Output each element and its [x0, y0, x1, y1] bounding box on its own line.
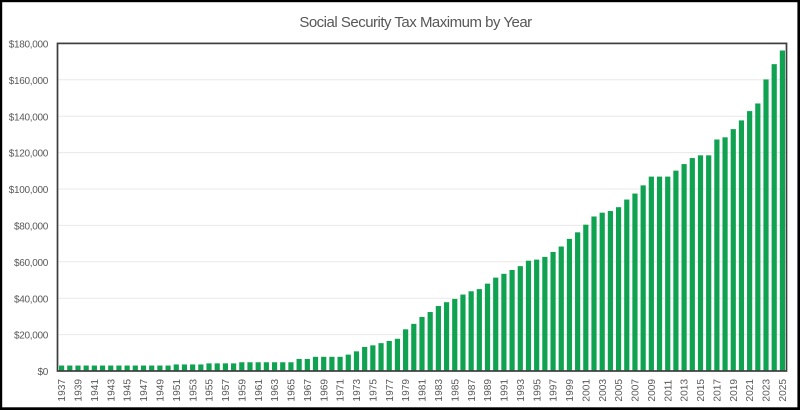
svg-text:1983: 1983 — [434, 379, 445, 402]
svg-text:$140,000: $140,000 — [9, 112, 49, 123]
svg-text:1967: 1967 — [303, 379, 314, 402]
svg-text:1939: 1939 — [74, 379, 85, 402]
svg-text:1971: 1971 — [336, 379, 347, 402]
svg-text:$180,000: $180,000 — [9, 40, 49, 51]
svg-text:2001: 2001 — [581, 379, 592, 402]
svg-text:1963: 1963 — [270, 379, 281, 402]
svg-text:1945: 1945 — [123, 379, 134, 402]
svg-text:1959: 1959 — [237, 379, 248, 402]
svg-text:2013: 2013 — [680, 379, 691, 402]
svg-text:1941: 1941 — [90, 379, 101, 402]
svg-text:2017: 2017 — [712, 379, 723, 402]
svg-text:2021: 2021 — [745, 379, 756, 402]
svg-text:1955: 1955 — [205, 379, 216, 402]
svg-text:1991: 1991 — [500, 379, 511, 402]
svg-text:2007: 2007 — [631, 379, 642, 402]
svg-text:1957: 1957 — [221, 379, 232, 402]
svg-text:$40,000: $40,000 — [14, 294, 49, 305]
svg-text:$60,000: $60,000 — [14, 258, 49, 269]
svg-text:1951: 1951 — [172, 379, 183, 402]
svg-text:1947: 1947 — [139, 379, 150, 402]
svg-text:$0: $0 — [37, 367, 48, 378]
svg-text:1937: 1937 — [57, 379, 68, 402]
svg-text:1987: 1987 — [467, 379, 478, 402]
svg-text:1993: 1993 — [516, 379, 527, 402]
svg-text:1965: 1965 — [287, 379, 298, 402]
svg-text:2009: 2009 — [647, 379, 658, 402]
svg-text:1985: 1985 — [450, 379, 461, 402]
svg-text:1953: 1953 — [188, 379, 199, 402]
svg-text:$100,000: $100,000 — [9, 185, 49, 196]
svg-text:1975: 1975 — [368, 379, 379, 402]
svg-text:$80,000: $80,000 — [14, 222, 49, 233]
svg-text:$120,000: $120,000 — [9, 149, 49, 160]
svg-text:2011: 2011 — [663, 379, 674, 401]
svg-text:2019: 2019 — [729, 379, 740, 402]
svg-text:1981: 1981 — [418, 379, 429, 402]
svg-text:1989: 1989 — [483, 379, 494, 402]
svg-text:2003: 2003 — [598, 379, 609, 402]
svg-text:2005: 2005 — [614, 379, 625, 402]
svg-text:1997: 1997 — [549, 379, 560, 402]
svg-text:1949: 1949 — [155, 379, 166, 402]
svg-text:1999: 1999 — [565, 379, 576, 402]
svg-text:$160,000: $160,000 — [9, 76, 49, 87]
svg-text:1943: 1943 — [106, 379, 117, 402]
svg-text:1969: 1969 — [319, 379, 330, 402]
svg-text:1995: 1995 — [532, 379, 543, 402]
svg-text:2015: 2015 — [696, 379, 707, 402]
svg-text:2025: 2025 — [778, 379, 789, 402]
svg-text:2023: 2023 — [762, 379, 773, 402]
svg-text:1977: 1977 — [385, 379, 396, 402]
svg-text:1973: 1973 — [352, 379, 363, 402]
svg-text:Social Security Tax Maximum by: Social Security Tax Maximum by Year — [299, 14, 532, 31]
svg-text:1961: 1961 — [254, 379, 265, 402]
svg-text:$20,000: $20,000 — [14, 331, 49, 342]
svg-text:1979: 1979 — [401, 379, 412, 402]
